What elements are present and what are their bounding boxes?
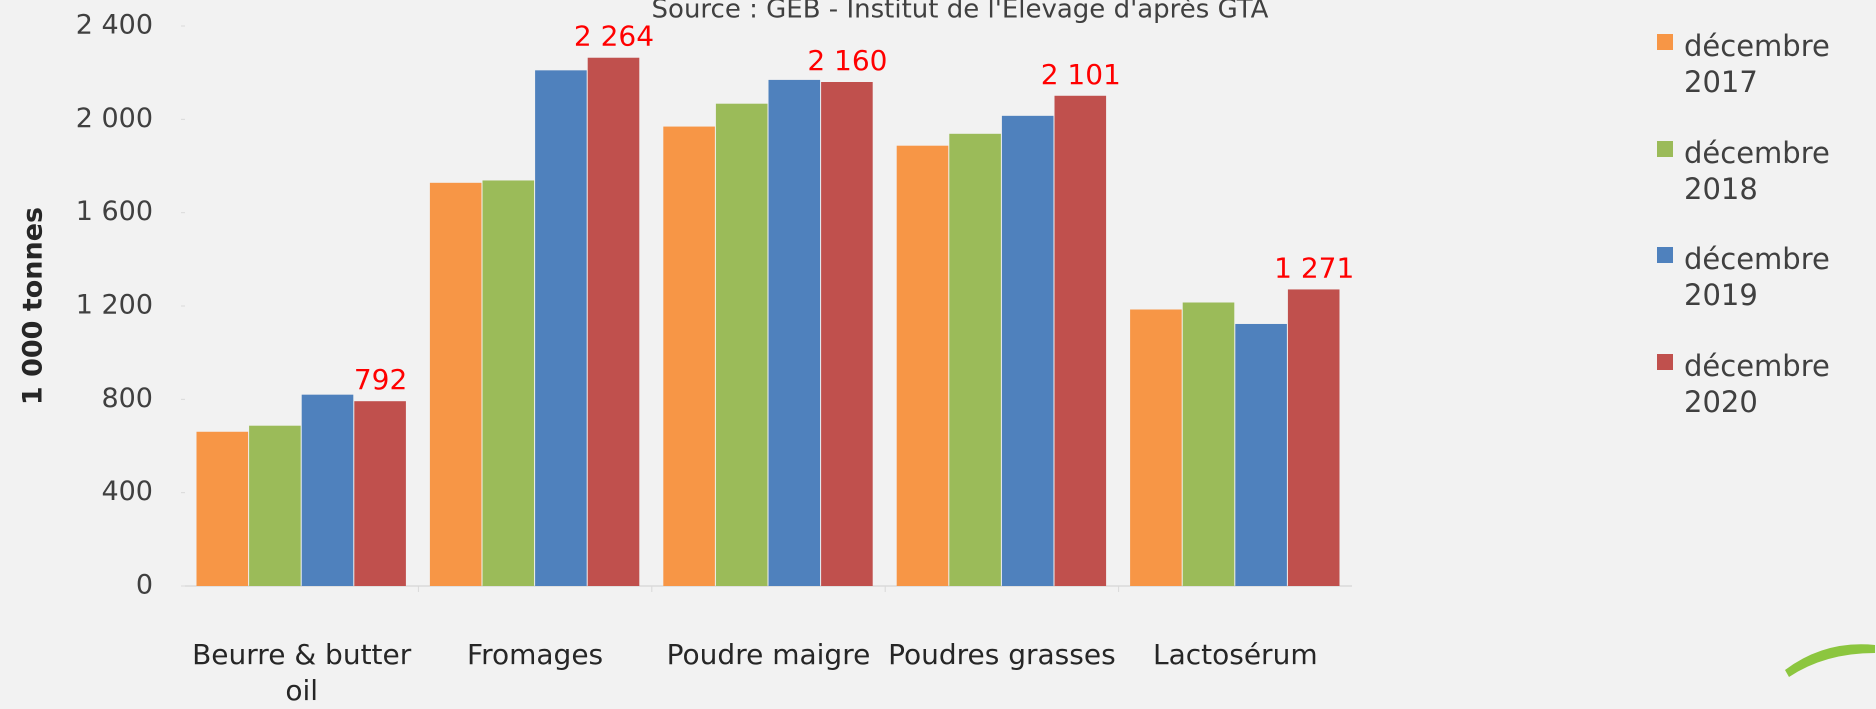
bar: [587, 57, 640, 586]
data-label: 2 264: [574, 20, 654, 53]
bar: [1054, 95, 1107, 587]
x-tick-label: Beurre & butter oil: [192, 638, 412, 707]
data-label: 792: [354, 363, 407, 396]
y-tick-label: 400: [101, 476, 153, 507]
legend-label: décembre 2019: [1684, 242, 1830, 312]
legend-label: décembre 2020: [1684, 348, 1830, 419]
bar: [663, 126, 715, 587]
bar: [429, 182, 482, 587]
legend-swatch: [1657, 353, 1673, 370]
bar: [535, 70, 587, 587]
data-label: 2 101: [1041, 58, 1121, 91]
legend-swatch: [1657, 247, 1673, 263]
bar: [896, 145, 949, 586]
y-axis-label: 1 000 tonnes: [18, 207, 49, 405]
x-tick-label: Poudres grasses: [888, 638, 1116, 671]
bar: [354, 401, 406, 586]
legend-label: décembre 2017: [1684, 29, 1830, 99]
bar: [768, 79, 821, 587]
y-tick-label: 800: [101, 383, 153, 414]
data-label: 1 271: [1274, 251, 1354, 284]
chart-title: Source : GEB - Institut de l'Elevage d'a…: [652, 0, 1269, 25]
y-tick-label: 1 600: [76, 196, 153, 227]
bar: [1235, 323, 1287, 586]
bar: [715, 103, 768, 586]
bar: [949, 133, 1001, 587]
bar: [196, 431, 249, 586]
bar: [482, 180, 535, 586]
legend-swatch: [1657, 140, 1673, 157]
bar: [1130, 309, 1182, 586]
logo: [1785, 644, 1875, 677]
x-tick-label: Lactosérum: [1152, 638, 1318, 671]
bar: [301, 394, 354, 586]
x-tick-label: Poudre maigre: [666, 638, 871, 671]
y-tick-label: 2 400: [76, 10, 153, 41]
bar: [1182, 302, 1235, 586]
x-tick-label: Fromages: [467, 638, 604, 671]
bar: [249, 425, 301, 586]
legend-label: décembre 2018: [1684, 135, 1830, 206]
y-tick-label: 1 200: [76, 290, 153, 321]
bar: [821, 82, 873, 586]
y-tick-label: 0: [136, 570, 153, 601]
data-label: 2 160: [807, 44, 887, 77]
bar: [1001, 115, 1054, 586]
y-tick-label: 2 000: [76, 103, 153, 134]
legend-swatch: [1657, 34, 1673, 50]
bar: [1287, 289, 1340, 586]
